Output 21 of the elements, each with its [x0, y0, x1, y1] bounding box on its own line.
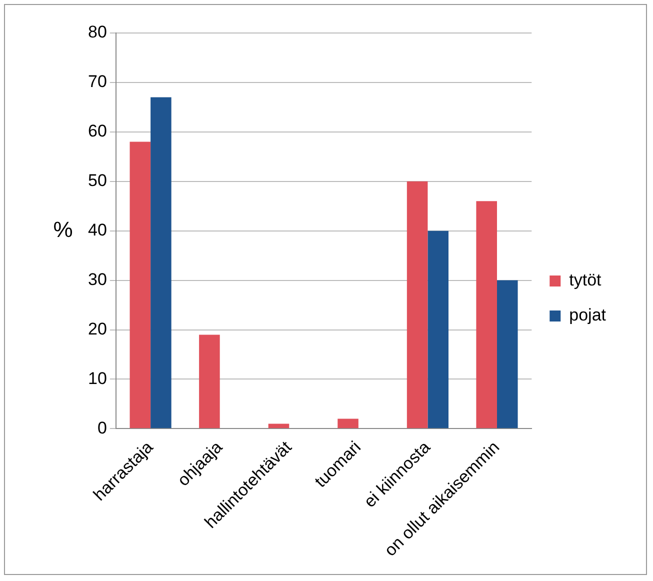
bar	[476, 201, 497, 428]
bar	[406, 181, 428, 428]
bar	[150, 97, 172, 428]
bar	[199, 334, 220, 428]
y-tick-label: 30	[88, 270, 107, 289]
bar	[338, 418, 358, 428]
bar	[496, 280, 518, 428]
legend-label: tytöt	[569, 270, 602, 290]
y-axis-title: %	[53, 216, 73, 242]
y-tick-label: 70	[88, 72, 107, 92]
legend-label: pojat	[569, 306, 606, 325]
bar	[428, 230, 448, 428]
y-tick-label: 50	[88, 171, 107, 190]
bar	[268, 424, 290, 428]
bar	[130, 142, 151, 428]
y-tick-label: 80	[88, 22, 107, 42]
y-tick-label: 0	[97, 418, 107, 438]
y-tick-label: 40	[88, 220, 107, 240]
y-tick-label: 60	[88, 122, 107, 141]
y-tick-label: 20	[88, 319, 107, 338]
y-tick-label: 10	[88, 368, 107, 388]
